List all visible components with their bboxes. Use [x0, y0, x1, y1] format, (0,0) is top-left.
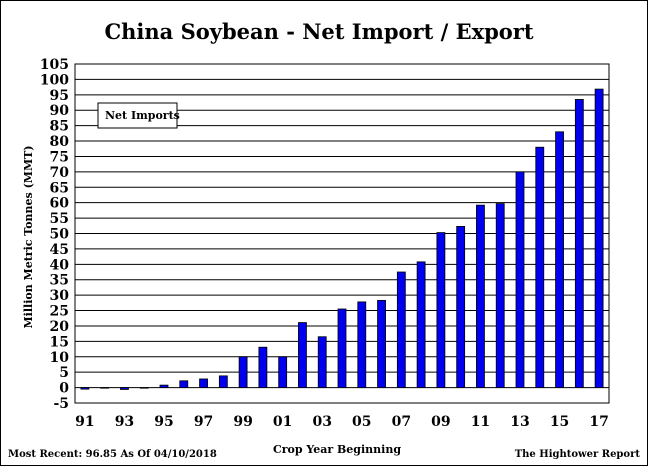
y-tick-label: 60	[50, 196, 70, 212]
x-tick-label: 99	[233, 414, 252, 430]
y-tick-label: 30	[50, 288, 70, 304]
x-tick-labels: 91 93 95 97 99 01 03 05 07 09 11 13 15 17	[75, 414, 609, 430]
y-tick-label: 55	[50, 211, 69, 227]
source-note: The Hightower Report	[515, 449, 641, 460]
y-tick-label: 20	[50, 319, 70, 335]
x-tick-label: 01	[273, 414, 292, 430]
x-tick-label: 05	[352, 414, 371, 430]
y-tick-label: 10	[50, 350, 70, 366]
x-tick-label: 93	[115, 414, 134, 430]
bar	[476, 204, 485, 388]
x-tick-label: 03	[312, 414, 331, 430]
y-tick-label: 70	[50, 165, 70, 181]
bar	[258, 346, 268, 388]
bar	[120, 387, 129, 390]
bar	[159, 384, 169, 388]
y-tick-label: 25	[50, 304, 69, 320]
x-tick-label: 07	[392, 414, 411, 430]
legend-label: Net Imports	[105, 109, 180, 122]
bar	[80, 387, 90, 390]
y-tick-label: 100	[40, 72, 69, 88]
most-recent-note: Most Recent: 96.85 As Of 04/10/2018	[8, 449, 217, 460]
y-tick-label: 95	[50, 88, 69, 104]
y-tick-labels: -505101520253035404550556065707580859095…	[40, 57, 69, 412]
bar	[337, 308, 347, 388]
bar	[416, 261, 426, 388]
legend-box	[97, 102, 178, 129]
y-tick-label: 45	[50, 242, 69, 258]
bar	[357, 301, 367, 388]
chart-title: China Soybean - Net Import / Export	[104, 19, 533, 44]
y-tick-label: 35	[50, 273, 69, 289]
bar	[238, 356, 248, 388]
y-tick-label: 105	[40, 57, 69, 73]
bar	[535, 146, 545, 388]
bar	[317, 336, 327, 388]
bars	[80, 88, 604, 390]
y-tick-label: 40	[50, 257, 70, 273]
bar	[377, 299, 386, 388]
bar	[495, 203, 505, 388]
bar	[218, 375, 228, 388]
bar	[179, 380, 189, 388]
x-tick-label: 09	[431, 414, 450, 430]
x-tick-label: 13	[510, 414, 529, 430]
bar	[100, 387, 110, 389]
bar	[456, 226, 466, 388]
x-axis-label: Crop Year Beginning	[273, 443, 401, 456]
bar	[555, 131, 564, 388]
x-tick-label: 15	[550, 414, 569, 430]
y-tick-label: 50	[50, 227, 70, 243]
y-tick-label: 65	[50, 180, 69, 196]
y-tick-label: 75	[50, 149, 69, 165]
x-tick-label: 11	[471, 414, 490, 430]
x-tick-label: 17	[589, 414, 608, 430]
bar	[594, 88, 604, 388]
y-tick-label: 90	[50, 103, 70, 119]
bar	[139, 387, 149, 389]
y-tick-label: 80	[50, 134, 70, 150]
x-tick-label: 95	[154, 414, 173, 430]
y-tick-label: 5	[59, 365, 69, 381]
bar	[396, 271, 406, 388]
y-tick-label: -5	[53, 396, 69, 412]
y-tick-label: 15	[50, 334, 69, 350]
y-tick-label: 0	[59, 381, 69, 397]
bar	[436, 232, 446, 388]
x-tick-label: 97	[194, 414, 213, 430]
bar	[515, 171, 525, 388]
bar	[199, 378, 208, 388]
bar	[574, 99, 584, 388]
legend: Net Imports	[97, 102, 180, 129]
y-tick-label: 85	[50, 119, 69, 135]
y-axis-label: Million Metric Tonnes (MMT)	[22, 145, 35, 328]
x-tick-label: 91	[75, 414, 94, 430]
bar	[278, 356, 288, 388]
bar	[298, 322, 307, 388]
plot-area	[74, 63, 610, 404]
